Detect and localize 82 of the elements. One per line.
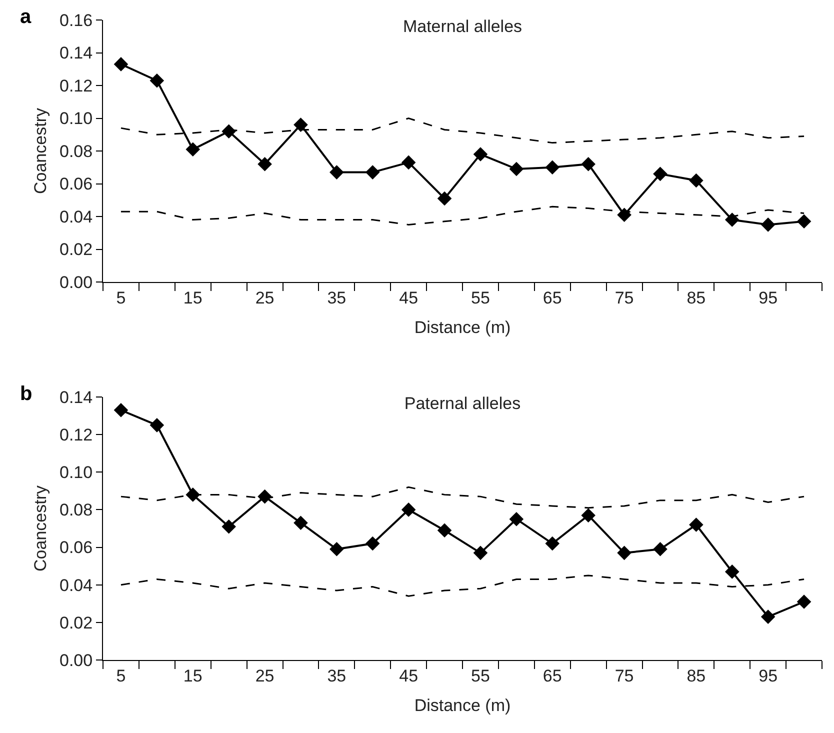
text: a (20, 6, 32, 28)
point (509, 512, 524, 526)
point (724, 212, 740, 227)
y-tick-label: 0.14 (60, 388, 93, 407)
x-tick-label: 85 (686, 666, 706, 686)
point (581, 156, 596, 172)
point (617, 546, 632, 560)
point (689, 173, 704, 188)
point (222, 519, 236, 534)
x-tick-label: 5 (116, 666, 126, 686)
point (437, 523, 452, 538)
y-tick-label: 0.12 (60, 76, 93, 96)
point (796, 594, 812, 609)
point (653, 166, 668, 182)
y-tick-label: 0.16 (60, 10, 93, 30)
x-tick-label: 65 (542, 666, 562, 686)
x-tick-label: 75 (614, 666, 634, 686)
point (581, 508, 596, 522)
point (114, 403, 128, 418)
y-tick-label: 0.04 (60, 207, 93, 226)
point (617, 208, 632, 222)
point (114, 57, 128, 72)
point (150, 73, 164, 88)
point (473, 147, 488, 162)
point (724, 564, 740, 579)
chart-title: Paternal alleles (404, 394, 521, 413)
y-axis-title: Coancestry (31, 108, 50, 194)
x-tick-label: 45 (399, 666, 418, 686)
x-tick-label: 55 (471, 288, 490, 308)
y-tick-label: 0.02 (60, 240, 93, 260)
y-tick-label: 0.06 (60, 538, 93, 558)
point (545, 536, 560, 551)
point (258, 156, 272, 172)
point (760, 218, 776, 232)
x-tick-label: 25 (255, 288, 274, 308)
y-tick-label: 0.14 (60, 44, 93, 63)
y-tick-label: 0.08 (60, 500, 93, 520)
x-tick-label: 15 (183, 288, 202, 308)
y-tick-label: 0.10 (60, 109, 93, 128)
x-tick-label: 55 (471, 666, 490, 686)
point (330, 165, 344, 180)
point (150, 418, 164, 432)
point (796, 214, 812, 229)
x-tick-label: 95 (758, 666, 778, 686)
point (509, 162, 524, 176)
x-tick-label: 25 (255, 666, 274, 686)
y-axis-title: Coancestry (31, 485, 50, 572)
point (653, 542, 668, 556)
x-tick-label: 75 (614, 288, 634, 308)
x-tick-label: 45 (399, 288, 418, 308)
text: b (20, 383, 32, 405)
x-axis-title: Distance (m) (414, 696, 511, 715)
point (437, 191, 452, 206)
x-tick-label: 85 (686, 288, 706, 308)
point (473, 546, 488, 560)
x-tick-label: 5 (116, 288, 126, 308)
point (186, 142, 200, 157)
y-tick-label: 0.04 (60, 576, 93, 595)
x-tick-label: 35 (327, 666, 346, 686)
y-tick-label: 0.06 (60, 174, 93, 194)
y-tick-label: 0.00 (60, 272, 93, 292)
chart-title: Maternal alleles (402, 16, 522, 36)
y-tick-label: 0.08 (60, 142, 93, 161)
x-tick-label: 35 (327, 288, 346, 308)
point (401, 502, 416, 517)
point (689, 518, 704, 532)
y-tick-label: 0.00 (60, 650, 93, 670)
point (294, 516, 308, 530)
x-tick-label: 95 (758, 288, 778, 308)
point (545, 160, 560, 175)
x-axis-title: Distance (m) (414, 318, 511, 337)
x-tick-label: 65 (542, 288, 562, 308)
y-tick-label: 0.10 (60, 463, 93, 482)
point (330, 542, 344, 556)
point (365, 165, 380, 180)
point (365, 536, 380, 551)
point (401, 155, 416, 170)
y-tick-label: 0.12 (60, 426, 93, 445)
x-tick-label: 15 (183, 666, 202, 686)
y-tick-label: 0.02 (60, 613, 93, 632)
point (294, 118, 308, 132)
point (760, 610, 776, 624)
